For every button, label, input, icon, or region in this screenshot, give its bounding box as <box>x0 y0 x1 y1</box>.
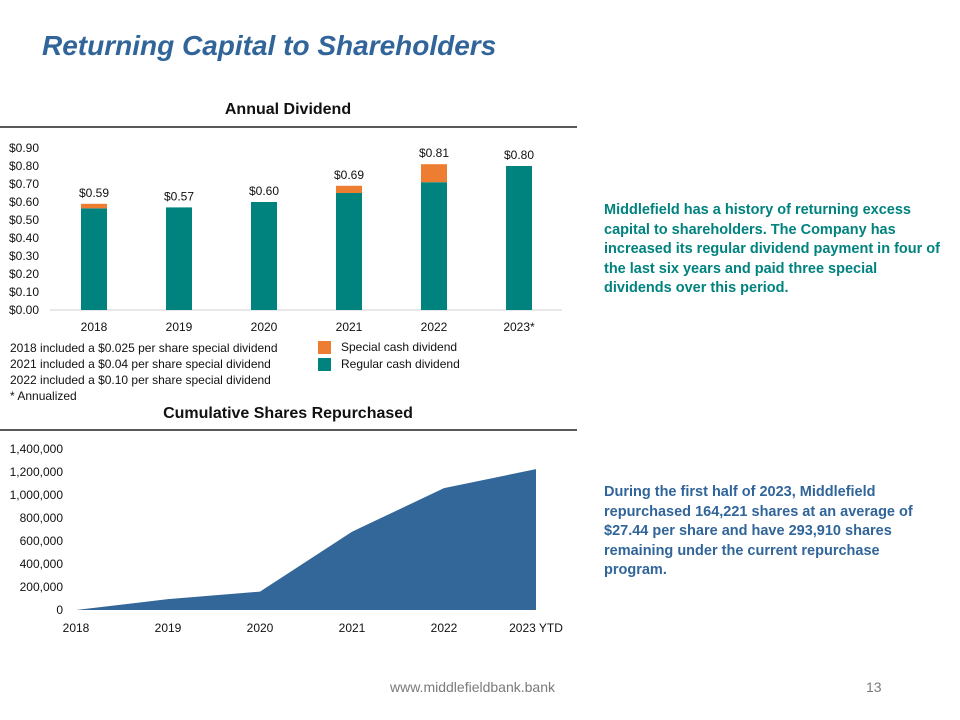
y-tick-label: 200,000 <box>20 580 64 594</box>
y-tick-label: $0.70 <box>9 177 39 191</box>
footnote-2021: 2021 included a $0.04 per share special … <box>10 357 271 371</box>
cumulative-shares-area <box>76 469 536 610</box>
special-dividend-bar <box>81 203 107 209</box>
x-tick-label: 2022 <box>431 621 458 635</box>
x-tick-label: 2019 <box>155 621 182 635</box>
x-tick-label: 2019 <box>166 320 193 334</box>
bar-value-label: $0.60 <box>249 184 279 198</box>
bar-value-label: $0.80 <box>504 148 534 162</box>
x-tick-label: 2023* <box>503 320 535 334</box>
y-tick-label: $0.20 <box>9 267 39 281</box>
x-tick-label: 2018 <box>81 320 108 334</box>
regular-dividend-bar <box>506 166 532 310</box>
y-tick-label: $0.40 <box>9 231 39 245</box>
y-tick-label: $0.10 <box>9 285 39 299</box>
special-dividend-bar <box>336 185 362 193</box>
footer-url: www.middlefieldbank.bank <box>390 679 555 695</box>
dividend-chart-title: Annual Dividend <box>224 101 352 118</box>
x-tick-label: 2020 <box>247 621 274 635</box>
x-tick-label: 2018 <box>63 621 90 635</box>
legend-swatch-regular <box>318 358 331 371</box>
regular-dividend-bar <box>336 193 362 310</box>
y-tick-label: 1,400,000 <box>10 442 64 456</box>
bar-value-label: $0.69 <box>334 168 364 182</box>
bar-value-label: $0.57 <box>164 189 194 203</box>
page-number: 13 <box>866 679 882 695</box>
y-tick-label: $0.30 <box>9 249 39 263</box>
special-dividend-bar <box>421 164 447 183</box>
repurchase-commentary: During the first half of 2023, Middlefie… <box>604 484 913 578</box>
y-tick-label: 1,000,000 <box>10 488 64 502</box>
footnote-annualized: * Annualized <box>10 389 77 403</box>
x-tick-label: 2021 <box>339 621 366 635</box>
footnote-2022: 2022 included a $0.10 per share special … <box>10 373 271 387</box>
x-tick-label: 2022 <box>421 320 448 334</box>
y-tick-label: 0 <box>56 603 63 617</box>
y-tick-label: $0.60 <box>9 195 39 209</box>
footnote-2018: 2018 included a $0.025 per share special… <box>10 341 278 355</box>
slide-title: Returning Capital to Shareholders <box>42 30 497 61</box>
y-tick-label: $0.80 <box>9 159 39 173</box>
legend-label-regular: Regular cash dividend <box>341 357 460 371</box>
bar-value-label: $0.81 <box>419 146 449 160</box>
y-tick-label: 400,000 <box>20 557 64 571</box>
regular-dividend-bar <box>251 202 277 310</box>
x-tick-label: 2020 <box>251 320 278 334</box>
y-tick-label: 1,200,000 <box>10 465 64 479</box>
legend-swatch-special <box>318 341 331 354</box>
y-tick-label: $0.50 <box>9 213 39 227</box>
y-tick-label: 800,000 <box>20 511 64 525</box>
y-tick-label: $0.00 <box>9 303 39 317</box>
regular-dividend-bar <box>421 182 447 310</box>
y-tick-label: 600,000 <box>20 534 64 548</box>
legend-label-special: Special cash dividend <box>341 340 458 354</box>
regular-dividend-bar <box>166 207 192 310</box>
dividend-footnotes: 2018 included a $0.025 per share special… <box>10 340 278 404</box>
regular-dividend-bar <box>81 208 107 310</box>
y-tick-label: $0.90 <box>9 141 39 155</box>
x-tick-label: 2021 <box>336 320 363 334</box>
dividend-commentary: Middlefield has a history of returning e… <box>604 202 940 296</box>
repurchase-chart-title: Cumulative Shares Repurchased <box>163 405 413 422</box>
bar-value-label: $0.59 <box>79 186 109 200</box>
x-tick-label: 2023 YTD <box>509 621 563 635</box>
